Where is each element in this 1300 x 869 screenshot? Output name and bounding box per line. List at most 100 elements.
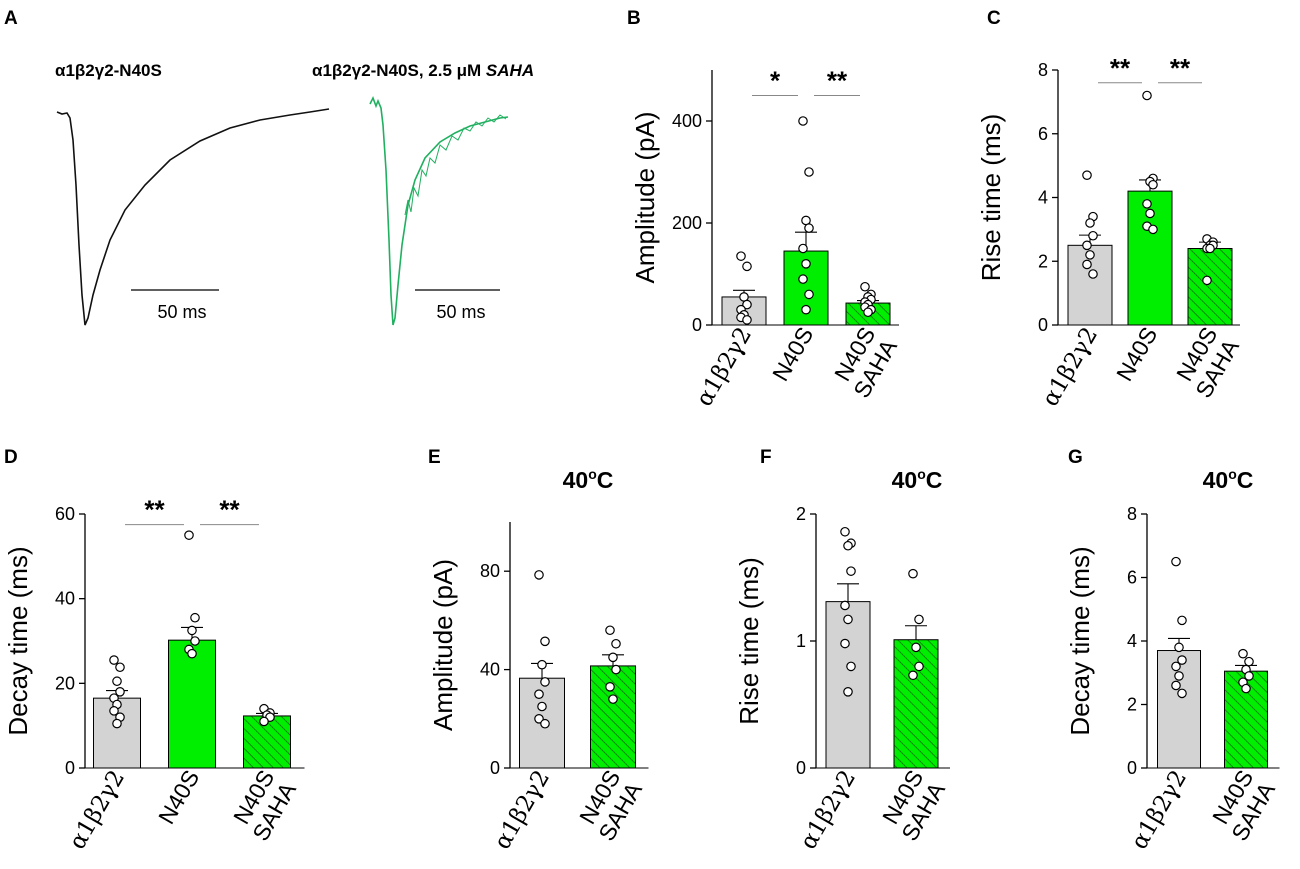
- x-tick-label-f-0: α1β2γ2: [795, 766, 861, 854]
- chart-title-value-g: 40: [1203, 467, 1229, 493]
- data-point-d-0: [112, 676, 122, 687]
- x-tick-label-e-1: N40SSAHA: [571, 765, 647, 845]
- x-tick-label-line-g: α1β2γ2: [1126, 766, 1192, 854]
- x-tick-label-f-1: N40SSAHA: [874, 765, 950, 845]
- x-tick-label-line-c: N40S: [1111, 323, 1162, 386]
- x-tick-label-d-2: N40SSAHA: [225, 765, 301, 845]
- scalebar-label-control: 50 ms: [157, 302, 206, 322]
- data-point-b-1: [804, 167, 814, 177]
- x-tick-label-line-b: N40S: [767, 323, 818, 386]
- y-axis-label-f: Rise time (ms): [734, 557, 764, 725]
- data-point-g-0: [1177, 688, 1187, 699]
- significance-label-d-1: **: [219, 495, 240, 525]
- significance-label-d-0: **: [144, 495, 165, 525]
- bar-c-2: [1187, 248, 1233, 326]
- data-point-g-0: [1177, 655, 1187, 665]
- data-point-e-1: [611, 638, 621, 649]
- data-point-f-0: [843, 614, 853, 625]
- x-tick-label-line-d: α1β2γ2: [64, 766, 130, 854]
- data-point-e-0: [540, 677, 550, 687]
- y-tick-label-f: 1: [796, 631, 806, 651]
- data-point-e-1: [608, 694, 618, 704]
- y-tick-label-d: 20: [55, 673, 75, 693]
- data-point-b-1: [798, 243, 808, 254]
- chart-title-degree-g: o: [1228, 466, 1237, 482]
- panel-letter-c: C: [987, 8, 1001, 29]
- data-point-e-0: [534, 713, 544, 724]
- chart-title-unit-g: C: [1237, 467, 1254, 493]
- data-point-e-0: [534, 689, 544, 699]
- panel-a: A α1β2γ2-N40S α1β2γ2-N40S, 2.5 μM SAHA 5…: [4, 8, 534, 326]
- data-point-f-0: [840, 526, 850, 537]
- y-axis-label-d: Decay time (ms): [3, 546, 33, 735]
- data-point-f-0: [840, 638, 850, 649]
- x-tick-label-b-1: N40S: [767, 323, 818, 386]
- panel-c: C 0 2 4 6 8 Rise time (ms) α1β2γ2 N40S N40SSAHA **…: [976, 8, 1244, 411]
- chart-title-g: 40oC: [1203, 466, 1254, 493]
- panel-letter-f: F: [760, 447, 772, 468]
- bar-f-1: [893, 639, 939, 769]
- data-point-g-1: [1238, 648, 1248, 659]
- data-point-f-1: [914, 661, 924, 672]
- data-point-d-0: [109, 706, 119, 716]
- data-point-b-1: [798, 116, 808, 126]
- data-point-g-0: [1177, 615, 1187, 626]
- y-tick-label-c: 8: [1038, 60, 1048, 80]
- data-point-e-1: [608, 652, 618, 663]
- y-tick-label-e: 0: [490, 758, 500, 778]
- x-tick-label-c-1: N40S: [1111, 323, 1162, 386]
- data-point-d-2: [259, 716, 269, 727]
- trace-control: [56, 108, 330, 326]
- data-point-d-1: [190, 612, 200, 623]
- data-point-c-1: [1142, 90, 1152, 101]
- x-tick-label-line-b: α1β2γ2: [691, 323, 757, 411]
- data-point-f-0: [843, 686, 853, 697]
- data-point-c-1: [1142, 199, 1152, 209]
- panel-letter-g: G: [1068, 447, 1083, 468]
- y-tick-label-d: 40: [55, 589, 75, 609]
- y-tick-label-c: 6: [1038, 124, 1048, 144]
- y-tick-label-g: 2: [1127, 695, 1137, 715]
- significance-label-c-1: **: [1170, 53, 1191, 83]
- panel-letter-b: B: [627, 8, 641, 29]
- data-point-g-0: [1174, 642, 1184, 653]
- y-tick-label-e: 40: [480, 660, 500, 680]
- x-tick-label-e-0: α1β2γ2: [489, 766, 555, 854]
- data-point-g-1: [1244, 671, 1254, 681]
- significance-label-c-0: **: [1110, 53, 1131, 83]
- data-point-d-0: [109, 655, 119, 665]
- data-point-f-1: [908, 568, 918, 579]
- data-point-c-0: [1082, 259, 1092, 270]
- y-tick-label-c: 0: [1038, 315, 1048, 335]
- data-point-d-1: [187, 648, 197, 659]
- data-point-c-0: [1085, 250, 1095, 260]
- y-tick-label-g: 0: [1127, 758, 1137, 778]
- data-point-c-1: [1145, 208, 1155, 219]
- trace-saha: [369, 96, 509, 326]
- bar-f-0: [825, 601, 871, 769]
- data-point-b-0: [742, 315, 752, 325]
- data-point-d-1: [190, 636, 200, 646]
- y-tick-label-g: 4: [1127, 631, 1137, 651]
- data-point-c-0: [1082, 170, 1092, 180]
- data-point-e-1: [605, 682, 615, 692]
- x-tick-label-c-0: α1β2γ2: [1037, 323, 1103, 411]
- y-tick-label-d: 0: [65, 758, 75, 778]
- y-tick-label-b: 400: [672, 111, 702, 131]
- data-point-b-1: [804, 223, 814, 233]
- bar-d-1: [168, 639, 216, 769]
- x-tick-label-g-0: α1β2γ2: [1126, 766, 1192, 854]
- panel-letter-d: D: [4, 447, 18, 468]
- x-tick-label-c-2: N40SSAHA: [1168, 322, 1244, 402]
- y-tick-label-b: 0: [692, 315, 702, 335]
- data-point-b-0: [736, 251, 746, 261]
- y-tick-label-c: 4: [1038, 188, 1048, 208]
- y-tick-label-f: 2: [796, 504, 806, 524]
- data-point-c-0: [1088, 230, 1098, 241]
- data-point-b-1: [798, 274, 808, 284]
- data-point-f-0: [846, 661, 856, 672]
- data-point-d-0: [115, 686, 125, 697]
- data-point-b-1: [804, 289, 814, 300]
- x-tick-label-d-1: N40S: [153, 766, 204, 829]
